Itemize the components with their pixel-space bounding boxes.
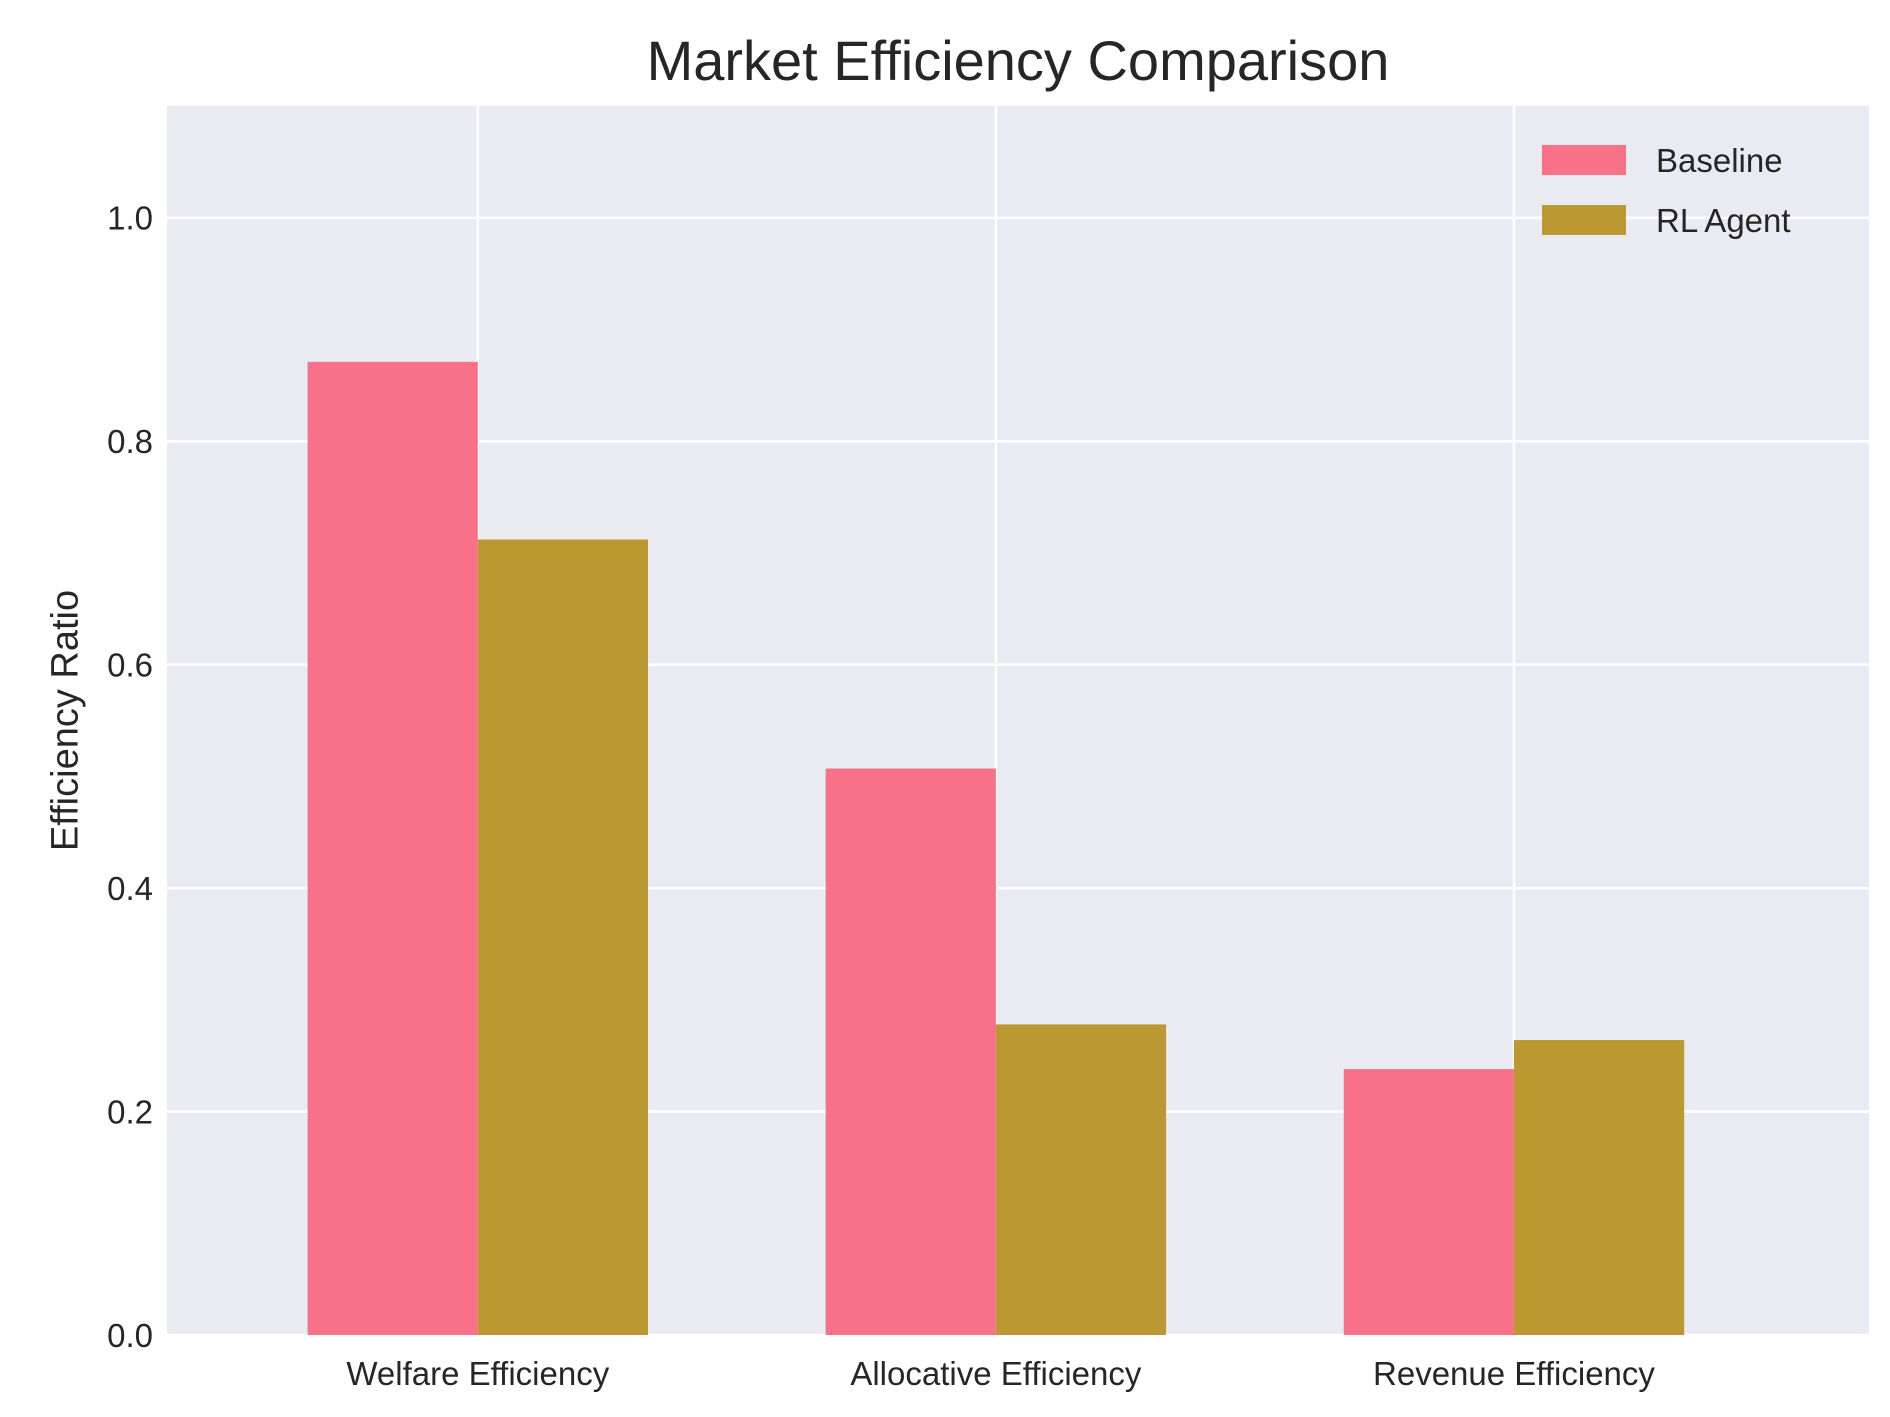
- chart-title: Market Efficiency Comparison: [647, 29, 1390, 92]
- bar-rl-agent-2: [995, 1024, 1167, 1335]
- legend-label-rl-agent: RL Agent: [1656, 202, 1791, 239]
- y-tick-label: 0.0: [107, 1317, 153, 1354]
- bar-baseline-1: [307, 361, 478, 1335]
- bar-rl-agent-3: [1513, 1040, 1685, 1335]
- x-tick-label: Allocative Efficiency: [850, 1355, 1142, 1392]
- x-tick-label: Welfare Efficiency: [346, 1355, 609, 1392]
- y-tick-label: 0.8: [107, 423, 153, 460]
- bar-baseline-2: [825, 768, 996, 1335]
- bar-rl-agent-1: [477, 539, 648, 1335]
- y-tick-label: 0.6: [107, 647, 153, 684]
- x-tick-labels: Welfare Efficiency Allocative Efficiency R…: [346, 1355, 1655, 1392]
- legend-swatch-baseline: [1542, 145, 1626, 175]
- legend-label-baseline: Baseline: [1656, 142, 1783, 179]
- legend-swatch-rl-agent: [1542, 205, 1626, 235]
- y-tick-labels: 0.0 0.2 0.4 0.6 0.8 1.0: [107, 200, 153, 1354]
- legend: Baseline RL Agent: [1542, 142, 1791, 239]
- y-tick-label: 0.4: [107, 870, 153, 907]
- y-axis-title: Efficiency Ratio: [44, 590, 86, 851]
- bar-baseline-3: [1343, 1069, 1514, 1335]
- y-tick-label: 0.2: [107, 1094, 153, 1131]
- y-tick-label: 1.0: [107, 200, 153, 237]
- x-tick-label: Revenue Efficiency: [1373, 1355, 1655, 1392]
- bars: [307, 361, 1685, 1335]
